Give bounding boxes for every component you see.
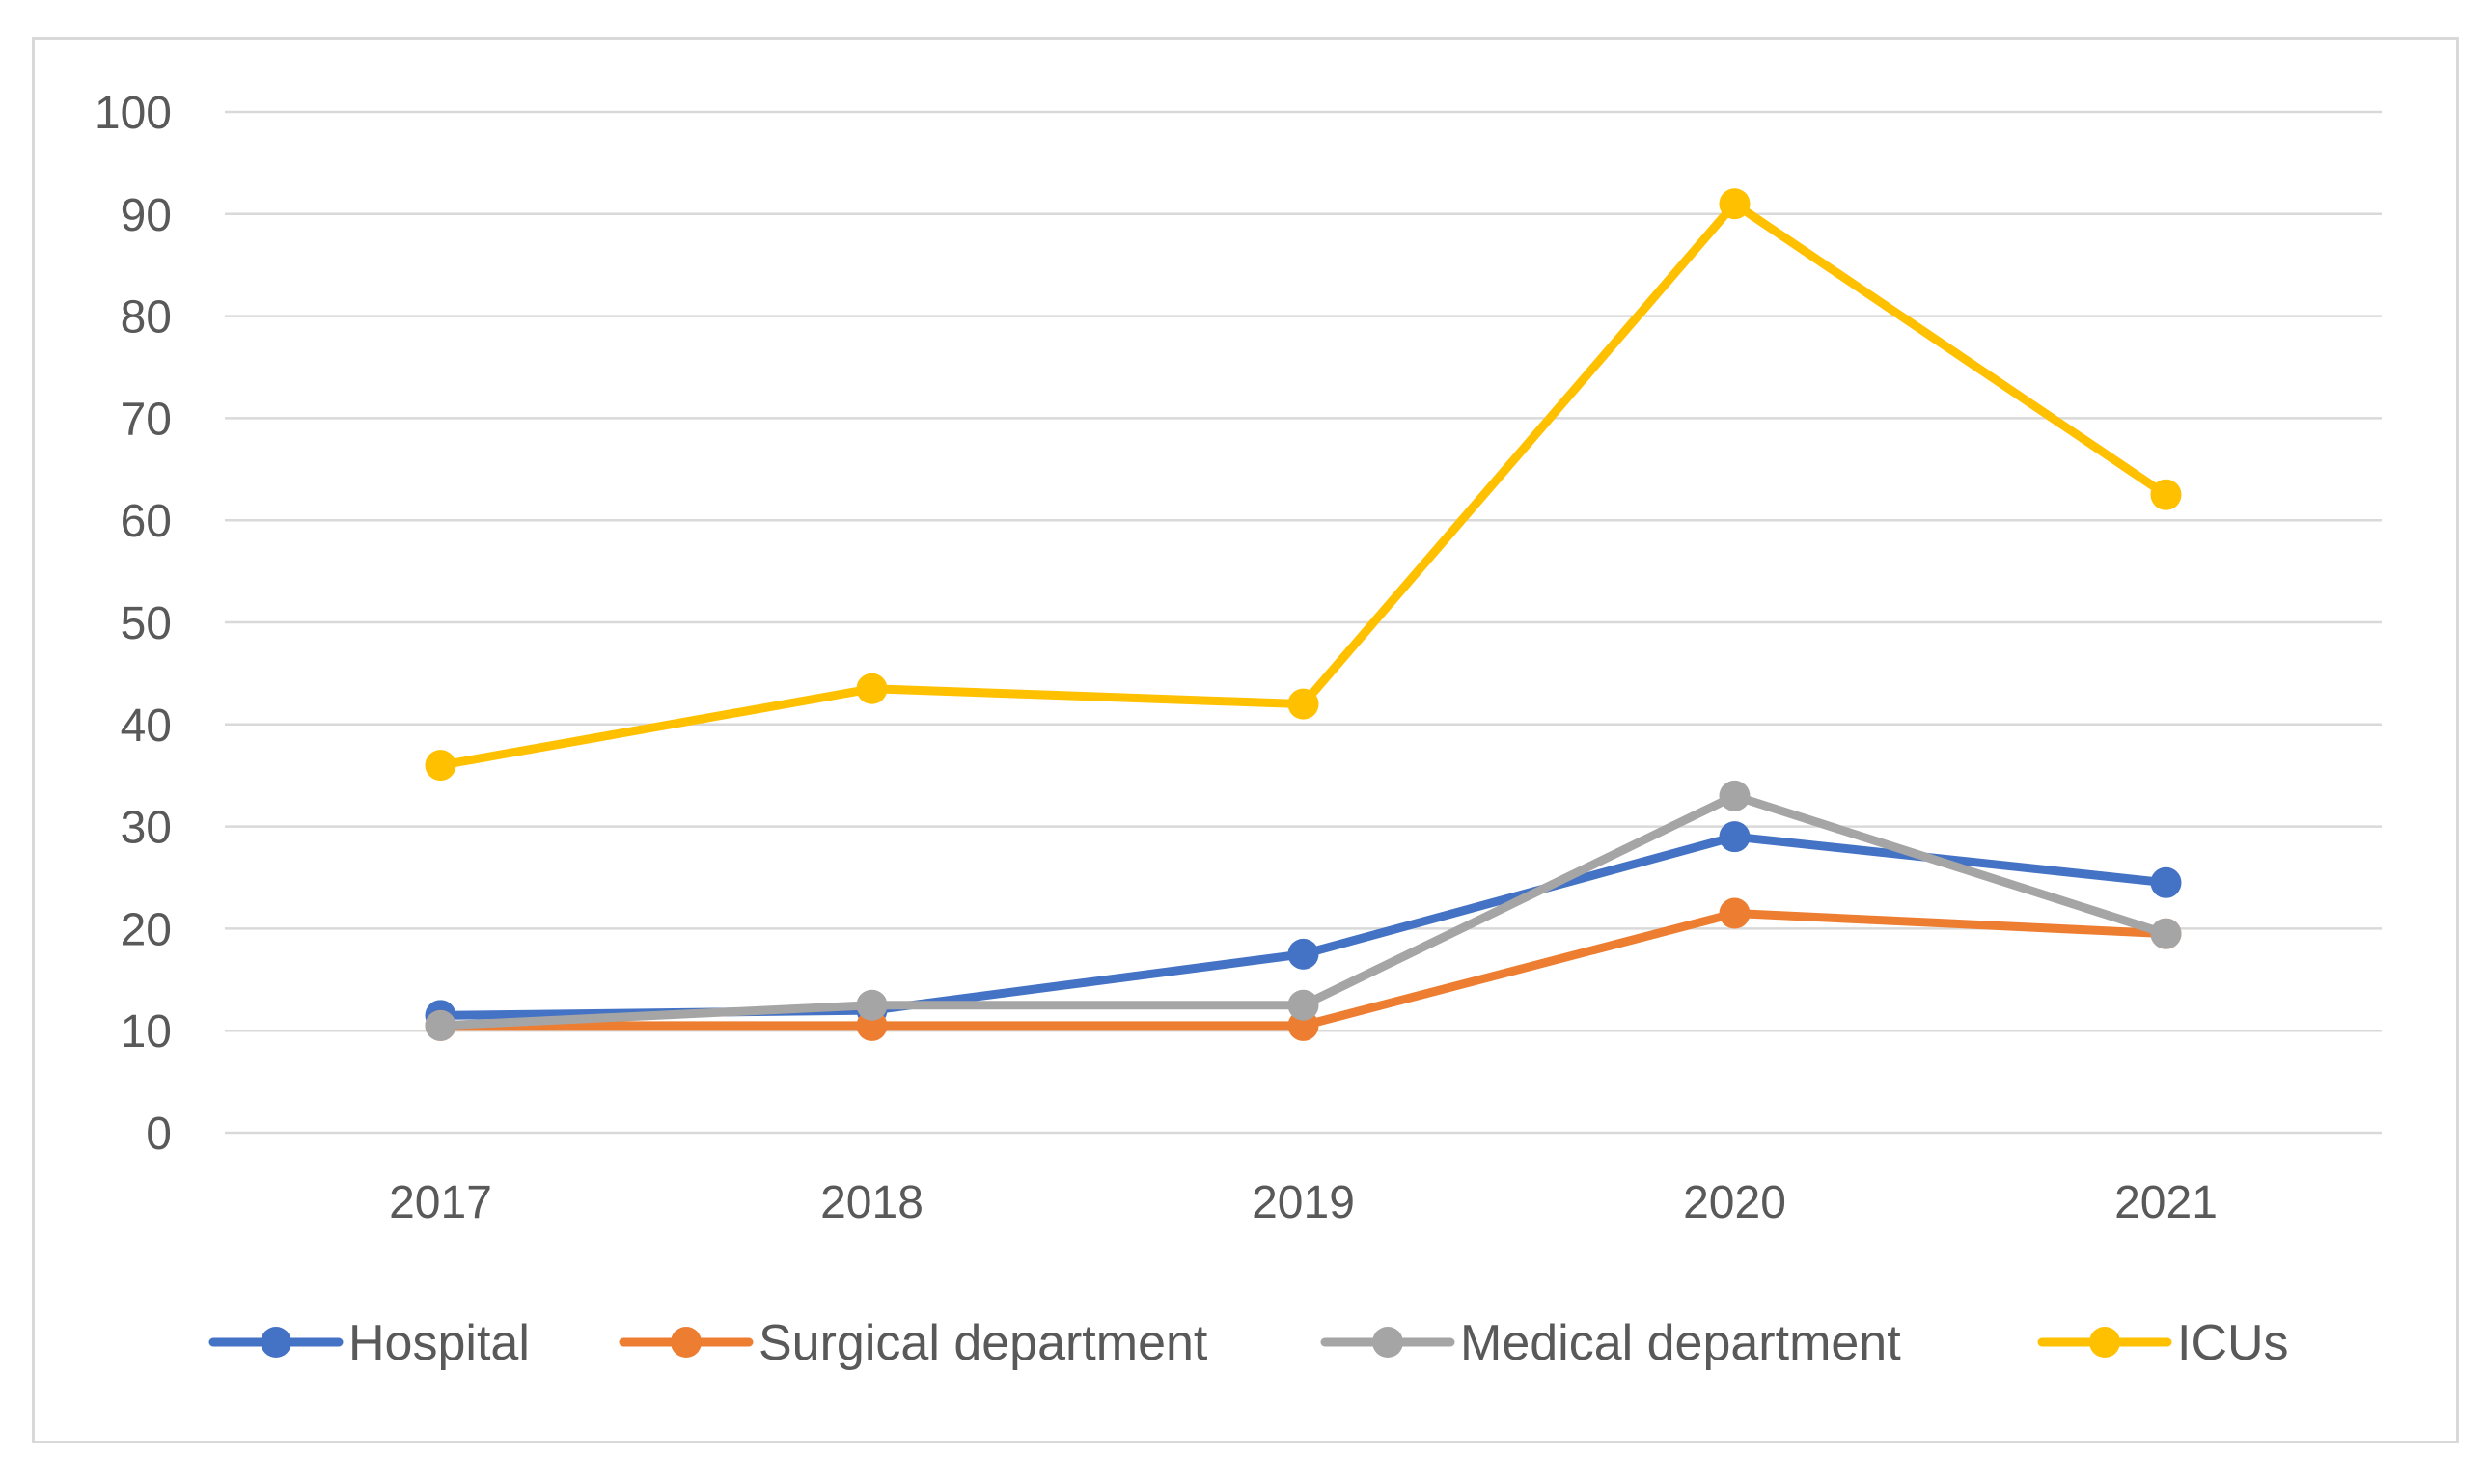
data-point-icus-2018	[856, 673, 888, 704]
legend-swatch-marker	[1372, 1327, 1403, 1358]
data-point-medical-department-2019	[1287, 989, 1319, 1021]
legend-item-medical-department: Medical department	[1320, 1315, 1901, 1371]
legend-item-icus: ICUs	[2037, 1315, 2289, 1371]
legend-swatch-marker	[2089, 1327, 2120, 1358]
data-point-hospital-2020	[1719, 821, 1751, 853]
y-tick-label: 70	[121, 394, 172, 445]
legend-item-hospital: Hospital	[208, 1315, 530, 1371]
y-tick-label: 0	[146, 1109, 172, 1160]
legend-label: Surgical department	[759, 1315, 1208, 1371]
series-icus	[425, 188, 2182, 782]
series-medical-department	[425, 780, 2182, 1041]
x-tick-label: 2017	[389, 1177, 492, 1228]
data-point-medical-department-2021	[2150, 918, 2182, 949]
legend: Hospital Surgical department Medical depar…	[208, 1315, 2289, 1371]
y-tick-label: 100	[95, 88, 172, 139]
gridlines	[225, 110, 2382, 1135]
data-point-surgical-department-2020	[1719, 897, 1751, 929]
legend-item-surgical-department: Surgical department	[619, 1315, 1208, 1371]
data-point-medical-department-2018	[856, 989, 888, 1021]
y-tick-label: 20	[121, 904, 172, 955]
y-tick-label: 80	[121, 292, 172, 344]
legend-label: Medical department	[1460, 1315, 1901, 1371]
series-lines	[425, 188, 2182, 1041]
y-tick-label: 60	[121, 496, 172, 547]
data-point-icus-2020	[1719, 188, 1751, 220]
y-tick-label: 90	[121, 190, 172, 241]
y-axis-tick-labels: 0 10 20 30 40 50 60 70 80 90 100	[95, 88, 172, 1160]
x-tick-label: 2019	[1252, 1177, 1355, 1228]
data-point-medical-department-2020	[1719, 780, 1751, 811]
data-point-icus-2017	[425, 750, 456, 782]
legend-swatch-marker	[671, 1327, 702, 1358]
y-tick-label: 50	[121, 598, 172, 649]
legend-swatch-marker	[261, 1327, 291, 1358]
x-tick-label: 2018	[820, 1177, 924, 1228]
data-point-hospital-2021	[2150, 866, 2182, 898]
y-tick-label: 40	[121, 701, 172, 752]
data-point-medical-department-2017	[425, 1009, 456, 1041]
y-tick-label: 30	[121, 803, 172, 854]
data-point-icus-2021	[2150, 479, 2182, 510]
x-tick-label: 2021	[2114, 1177, 2218, 1228]
data-point-icus-2019	[1287, 688, 1319, 720]
x-axis-tick-labels: 2017 2018 2019 2020 2021	[389, 1177, 2218, 1228]
legend-label: Hospital	[348, 1315, 530, 1371]
data-point-hospital-2019	[1287, 938, 1319, 970]
series-line-icus	[436, 199, 2170, 770]
series-line-hospital	[436, 832, 2170, 1020]
y-tick-label: 10	[121, 1006, 172, 1058]
x-tick-label: 2020	[1683, 1177, 1786, 1228]
legend-label: ICUs	[2177, 1315, 2289, 1371]
chart-frame: 0 10 20 30 40 50 60 70 80 90 100 2017 2018 2019 2020 2…	[32, 37, 2459, 1443]
